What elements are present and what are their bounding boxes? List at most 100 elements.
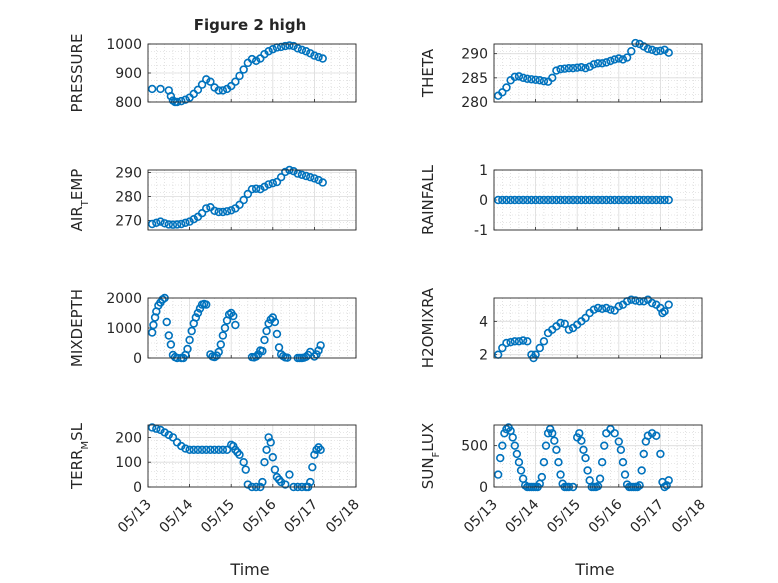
- data-point: [318, 54, 327, 63]
- axes-frame: [493, 169, 703, 231]
- data-point: [164, 220, 174, 229]
- data-point: [543, 429, 553, 438]
- data-point: [535, 343, 544, 353]
- data-point: [177, 219, 186, 229]
- data-point: [272, 329, 282, 339]
- data-point: [577, 436, 586, 445]
- data-point: [202, 204, 211, 213]
- y-axis-label-1: PRESSURE: [68, 34, 86, 113]
- data-point: [285, 470, 294, 479]
- data-point: [256, 54, 265, 63]
- data-point: [306, 173, 315, 182]
- plot-area: [148, 425, 356, 487]
- data-point: [616, 445, 626, 454]
- data-point: [637, 466, 646, 475]
- data-point: [647, 195, 657, 205]
- data-point: [577, 195, 586, 205]
- data-point: [156, 425, 165, 435]
- data-point: [160, 219, 169, 228]
- data-point: [510, 195, 519, 205]
- data-point: [658, 308, 667, 318]
- data-point: [276, 477, 286, 487]
- y-tick-label: 100: [115, 455, 142, 471]
- data-point: [502, 424, 511, 434]
- data-point: [552, 66, 561, 75]
- data-point: [664, 195, 673, 205]
- data-point: [185, 217, 194, 226]
- data-point: [556, 318, 565, 328]
- data-point: [210, 445, 219, 454]
- x-tick-label: 05/18: [669, 497, 709, 537]
- data-point: [523, 74, 532, 84]
- data-point: [548, 195, 557, 205]
- data-point: [256, 185, 265, 194]
- plot-area: [494, 44, 702, 102]
- data-point: [147, 328, 157, 337]
- data-point: [643, 195, 653, 205]
- data-point: [618, 195, 628, 205]
- x-tick-label: 05/15: [544, 497, 584, 537]
- data-point: [189, 215, 198, 224]
- data-point: [656, 46, 665, 55]
- data-point: [512, 449, 522, 459]
- data-point: [643, 44, 653, 54]
- data-point: [206, 445, 215, 454]
- data-point: [560, 64, 569, 73]
- data-point: [258, 346, 267, 356]
- data-point: [193, 85, 203, 95]
- data-point: [177, 441, 186, 451]
- data-point: [560, 195, 569, 205]
- data-point: [270, 317, 280, 327]
- axes-frame: [147, 297, 357, 359]
- data-point: [266, 315, 275, 324]
- y-tick-label: 0: [479, 480, 488, 496]
- y-axis-label-7: TERRMSL: [68, 422, 91, 490]
- data-point: [662, 481, 671, 490]
- data-point: [564, 195, 574, 205]
- data-point: [556, 470, 565, 479]
- data-point: [518, 73, 528, 83]
- data-point: [247, 185, 257, 194]
- x-tick-label: 05/15: [198, 497, 238, 537]
- data-point: [164, 331, 174, 340]
- data-point: [652, 47, 661, 56]
- data-point: [543, 195, 553, 205]
- data-point: [297, 170, 307, 180]
- data-point: [197, 80, 207, 89]
- data-point: [251, 352, 261, 361]
- data-point: [168, 220, 178, 229]
- data-point: [498, 195, 507, 205]
- data-point: [251, 184, 261, 193]
- data-point: [214, 445, 223, 454]
- x-tick-label: 05/13: [461, 497, 501, 537]
- data-point: [493, 470, 503, 479]
- data-point: [316, 341, 325, 350]
- data-point: [581, 195, 590, 205]
- data-point: [643, 431, 653, 440]
- data-point: [310, 352, 319, 361]
- data-point: [181, 95, 190, 104]
- data-point: [600, 441, 609, 450]
- y-tick-label: 280: [461, 95, 488, 111]
- data-point: [191, 313, 201, 322]
- data-point: [251, 56, 261, 66]
- data-point: [647, 298, 657, 308]
- data-point: [318, 178, 327, 187]
- data-point: [281, 167, 290, 177]
- data-point: [510, 72, 519, 82]
- y-tick-label: 200: [115, 430, 142, 446]
- data-point: [281, 41, 290, 51]
- data-point: [539, 195, 549, 205]
- data-point: [214, 207, 223, 217]
- data-point: [552, 195, 561, 205]
- data-point: [572, 195, 582, 205]
- data-point: [189, 445, 198, 454]
- data-point: [187, 326, 196, 336]
- data-point: [314, 346, 323, 355]
- data-point: [266, 438, 275, 447]
- data-point: [502, 83, 511, 92]
- data-point: [276, 173, 286, 182]
- data-point: [264, 180, 273, 189]
- data-point: [660, 195, 669, 205]
- axes-frame: [493, 297, 703, 359]
